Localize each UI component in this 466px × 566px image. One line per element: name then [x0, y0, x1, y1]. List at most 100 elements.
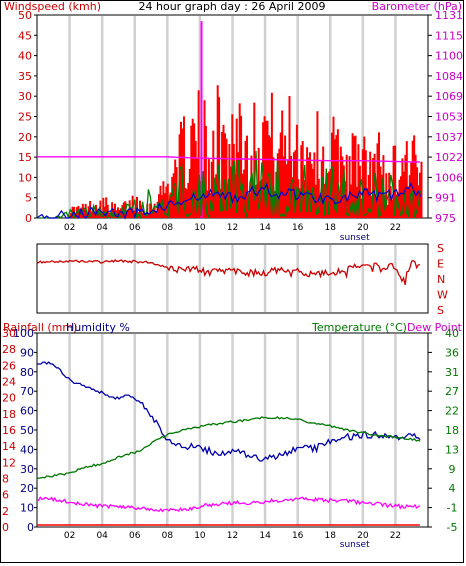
wind-x-tick-label: 06 — [129, 223, 141, 233]
temperature-x-tick-label: 14 — [259, 531, 271, 541]
temperature-tick-label: 13 — [445, 443, 459, 456]
humidity-tick-label: 30 — [20, 463, 34, 476]
windspeed-tick-label: 5 — [25, 192, 32, 205]
sunset-label-lower: sunset — [340, 540, 370, 550]
barometer-tick-label: 1069 — [435, 90, 463, 103]
temperature-tick-label: 18 — [445, 424, 459, 437]
humidity-tick-label: 60 — [20, 405, 34, 418]
barometer-tick-label: 1084 — [435, 70, 463, 83]
rainfall-tick-label: 30 — [2, 327, 16, 340]
windspeed-axis-label: Windspeed (kmh) — [4, 0, 101, 13]
humidity-axis-label: Humidity % — [66, 321, 130, 334]
rainfall-tick-label: 6 — [2, 489, 9, 502]
rainfall-tick-label: 16 — [2, 424, 16, 437]
windspeed-tick-label: 45 — [18, 29, 32, 42]
wind-x-tick-label: 08 — [162, 223, 174, 233]
humidity-tick-label: 50 — [20, 424, 34, 437]
windspeed-tick-label: 25 — [18, 111, 32, 124]
humidity-tick-label: 0 — [27, 521, 34, 534]
wind-x-tick-label: 02 — [64, 223, 75, 233]
windspeed-tick-label: 15 — [18, 151, 32, 164]
barometer-tick-label: 991 — [435, 192, 456, 205]
humidity-tick-label: 80 — [20, 366, 34, 379]
windspeed-tick-label: 50 — [18, 9, 32, 22]
temperature-x-tick-label: 22 — [390, 531, 401, 541]
rainfall-tick-label: 14 — [2, 440, 16, 453]
wind-x-tick-label: 10 — [194, 223, 206, 233]
barometer-tick-label: 1115 — [435, 29, 463, 42]
direction-tick-label: S — [437, 304, 444, 317]
wind-x-tick-label: 22 — [390, 223, 401, 233]
direction-tick-label: S — [437, 242, 444, 255]
barometer-axis-label: Barometer (hPa) — [372, 0, 462, 13]
wind-speed-series — [37, 150, 421, 220]
windspeed-tick-label: 35 — [18, 70, 32, 83]
humidity-tick-label: 70 — [20, 385, 34, 398]
wind-x-tick-label: 20 — [357, 223, 369, 233]
barometer-series — [37, 156, 420, 163]
temperature-x-tick-label: 04 — [96, 531, 108, 541]
temperature-series — [36, 416, 421, 480]
dewpoint-series — [36, 496, 421, 513]
sunset-label: sunset — [340, 233, 370, 243]
temperature-x-tick-label: 10 — [194, 531, 206, 541]
temperature-tick-label: 31 — [445, 366, 459, 379]
temperature-tick-label: 9 — [449, 463, 456, 476]
direction-tick-label: N — [437, 273, 445, 286]
temperature-tick-label: 4 — [449, 482, 456, 495]
rainfall-tick-label: 26 — [2, 359, 16, 372]
wind-x-tick-label: 16 — [292, 223, 304, 233]
dewpoint-axis-label: Dew Point — [407, 321, 463, 334]
rainfall-tick-label: 8 — [2, 473, 9, 486]
temperature-x-tick-label: 02 — [64, 531, 75, 541]
humidity-tick-label: 40 — [20, 443, 34, 456]
barometer-tick-label: 1022 — [435, 151, 463, 164]
wind-x-tick-label: 12 — [227, 223, 238, 233]
barometer-tick-label: 1131 — [435, 9, 463, 22]
temperature-axis-label: Temperature (°C) — [311, 321, 407, 334]
rainfall-tick-label: 0 — [2, 521, 9, 534]
humidity-tick-label: 20 — [20, 482, 34, 495]
rainfall-axis-label: Rainfall (mm) — [3, 321, 77, 334]
barometer-tick-label: 1006 — [435, 171, 463, 184]
temperature-tick-label: 36 — [445, 346, 459, 359]
temperature-x-tick-label: 12 — [227, 531, 238, 541]
rainfall-tick-label: 2 — [2, 505, 9, 518]
wind-average-series — [36, 182, 422, 220]
humidity-series — [37, 361, 421, 462]
temperature-tick-label: -1 — [447, 502, 458, 515]
temperature-x-tick-label: 16 — [292, 531, 304, 541]
chart-title: 24 hour graph day : 26 April 2009 — [139, 0, 326, 13]
temperature-x-tick-label: 06 — [129, 531, 141, 541]
rainfall-tick-label: 18 — [2, 408, 16, 421]
direction-tick-label: E — [437, 258, 444, 271]
temperature-x-tick-label: 20 — [357, 531, 369, 541]
barometer-tick-label: 1037 — [435, 131, 463, 144]
wind-direction-series — [36, 258, 421, 286]
barometer-tick-label: 1100 — [435, 50, 463, 63]
direction-tick-label: W — [437, 289, 448, 302]
temperature-x-tick-label: 18 — [325, 531, 337, 541]
windspeed-tick-label: 30 — [18, 90, 32, 103]
temperature-x-tick-label: 08 — [162, 531, 174, 541]
rainfall-tick-label: 28 — [2, 343, 16, 356]
windspeed-tick-label: 20 — [18, 131, 32, 144]
rainfall-tick-label: 24 — [2, 376, 16, 389]
windspeed-tick-label: 40 — [18, 50, 32, 63]
windspeed-tick-label: 10 — [18, 171, 32, 184]
temperature-tick-label: 27 — [445, 385, 459, 398]
wind-x-tick-label: 04 — [96, 223, 108, 233]
wind-x-tick-label: 14 — [259, 223, 271, 233]
temperature-tick-label: -5 — [447, 521, 458, 534]
rainfall-tick-label: 12 — [2, 456, 16, 469]
humidity-tick-label: 10 — [20, 502, 34, 515]
barometer-tick-label: 975 — [435, 212, 456, 225]
windspeed-tick-label: 0 — [25, 212, 32, 225]
wind-x-tick-label: 18 — [325, 223, 337, 233]
humidity-tick-label: 90 — [20, 346, 34, 359]
barometer-tick-label: 1053 — [435, 111, 463, 124]
rainfall-tick-label: 20 — [2, 392, 16, 405]
humidity-tick-label: 100 — [13, 327, 34, 340]
temperature-tick-label: 22 — [445, 405, 459, 418]
